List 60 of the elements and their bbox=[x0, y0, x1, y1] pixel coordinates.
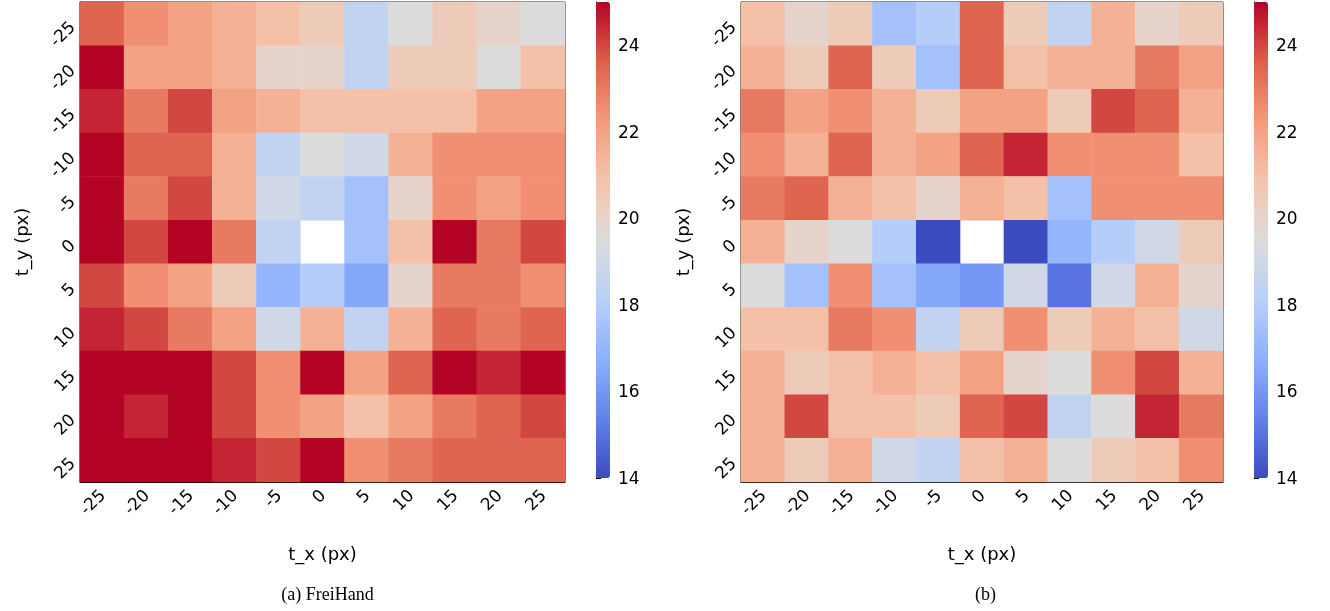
x-tick-label: -10 bbox=[867, 484, 902, 519]
color-bar-label: 16 bbox=[618, 381, 640, 402]
y-tick-label: 10 bbox=[49, 322, 80, 352]
y-tick-label: -20 bbox=[706, 60, 741, 95]
y-tick-label: 15 bbox=[710, 365, 741, 396]
x-tick-label: 0 bbox=[967, 484, 990, 507]
color-bar-label: 24 bbox=[1276, 35, 1298, 56]
y-tick-label: 0 bbox=[718, 234, 741, 257]
color-bar-label: 16 bbox=[1276, 381, 1298, 402]
x-tick-label: 20 bbox=[476, 484, 506, 515]
color-bar-label: 14 bbox=[1276, 468, 1298, 488]
x-tick-label: -20 bbox=[119, 484, 154, 519]
x-axis-title: t_x (px) bbox=[288, 542, 357, 565]
x-tick-label: 25 bbox=[520, 484, 551, 515]
x-tick-label: 10 bbox=[388, 484, 418, 515]
y-tick-label: -10 bbox=[706, 147, 741, 182]
y-tick-label: 20 bbox=[49, 409, 80, 439]
y-tick-label: -25 bbox=[45, 16, 80, 51]
y-tick-label: 0 bbox=[57, 234, 80, 257]
x-tick-label: 25 bbox=[1178, 484, 1209, 515]
y-tick-label: 5 bbox=[718, 278, 741, 301]
y-tick-label: 20 bbox=[710, 409, 741, 439]
color-bar-label: 18 bbox=[618, 294, 640, 315]
y-tick-label: -5 bbox=[52, 191, 80, 218]
y-tick-label: -10 bbox=[45, 147, 80, 182]
x-tick-label: -15 bbox=[823, 484, 858, 519]
y-tick-label: -5 bbox=[713, 191, 741, 218]
x-tick-label: -5 bbox=[259, 484, 286, 512]
x-axis-title: t_x (px) bbox=[947, 542, 1017, 565]
x-tick-label: 5 bbox=[351, 484, 374, 507]
x-tick-label: -10 bbox=[207, 484, 242, 519]
y-tick-label: 10 bbox=[710, 322, 741, 352]
y-tick-label: -15 bbox=[45, 104, 80, 138]
x-tick-label: -20 bbox=[780, 484, 814, 519]
color-bar-label: 18 bbox=[1276, 294, 1298, 315]
x-tick-label: -5 bbox=[919, 484, 946, 512]
color-bar-label: 22 bbox=[1276, 121, 1298, 142]
color-bar-label: 14 bbox=[618, 468, 640, 488]
x-tick-label: -15 bbox=[163, 484, 198, 519]
y-tick-label: -20 bbox=[45, 60, 80, 95]
y-axis-title: t_y (px) bbox=[10, 207, 33, 277]
text: (a) FreiHand bbox=[281, 584, 374, 605]
y-tick-label: 5 bbox=[57, 278, 80, 301]
color-bar-label: 20 bbox=[618, 208, 640, 229]
color-bar-label: 24 bbox=[618, 35, 640, 56]
y-tick-label: 15 bbox=[49, 365, 80, 396]
x-tick-label: 10 bbox=[1047, 484, 1077, 515]
text: (b) bbox=[975, 584, 996, 605]
y-axis-title: t_y (px) bbox=[671, 207, 694, 277]
x-tick-label: 5 bbox=[1011, 484, 1033, 507]
y-tick-label: 25 bbox=[710, 453, 741, 483]
x-tick-label: 20 bbox=[1134, 484, 1165, 515]
x-tick-label: 15 bbox=[432, 484, 462, 515]
color-bar-label: 22 bbox=[618, 121, 640, 142]
y-tick-label: -25 bbox=[706, 16, 741, 51]
y-tick-label: -15 bbox=[706, 104, 741, 138]
x-tick-label: 0 bbox=[307, 484, 330, 507]
y-tick-label: 25 bbox=[49, 453, 80, 483]
color-bar-label: 20 bbox=[1276, 208, 1298, 229]
x-tick-label: 15 bbox=[1091, 484, 1121, 515]
